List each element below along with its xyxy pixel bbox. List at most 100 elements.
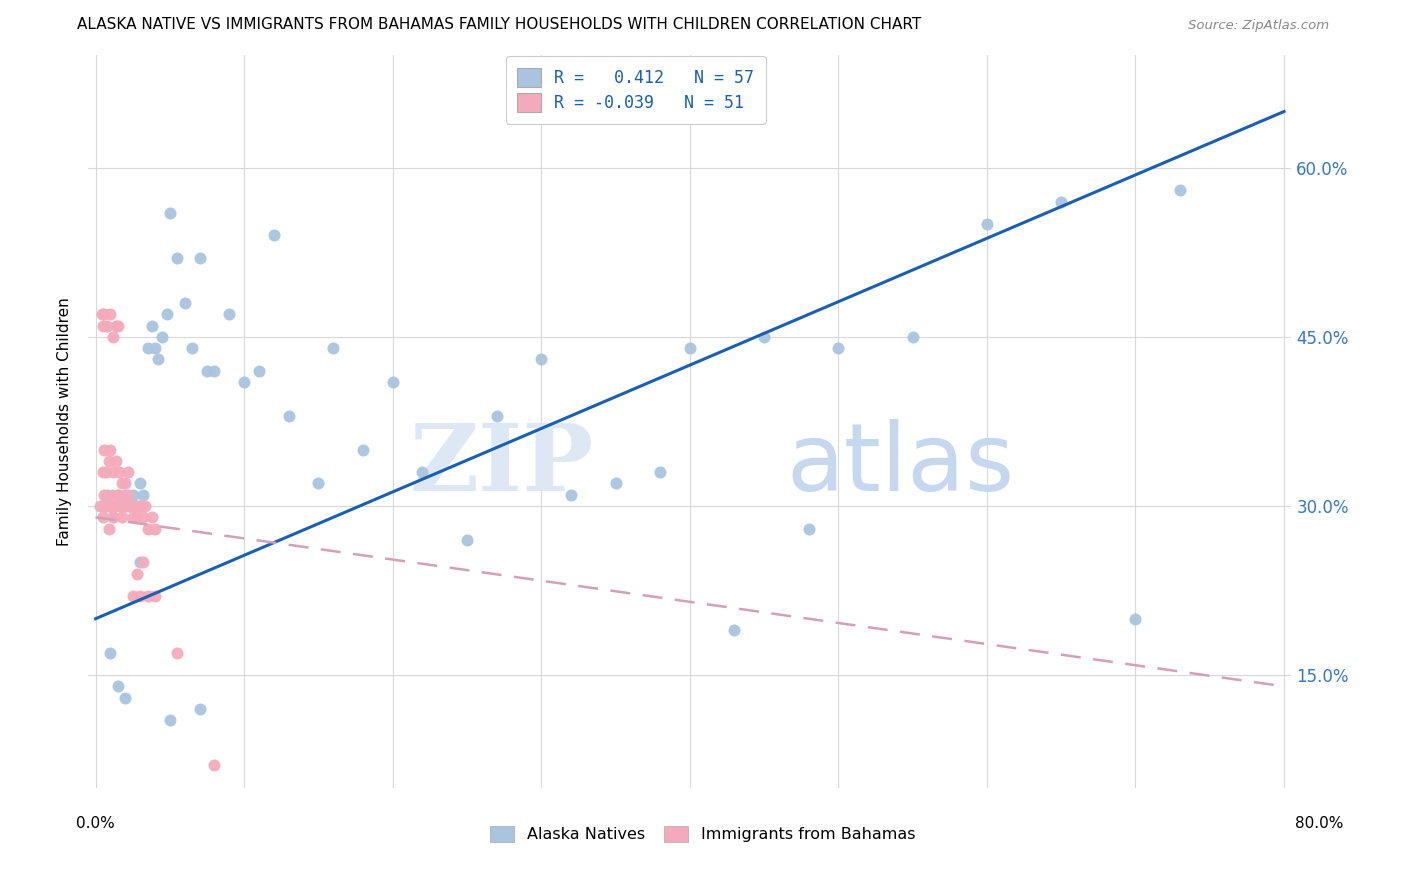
Point (100, 442, 122, 457)
Point (111, 499, 134, 513)
Point (166, 251, 188, 265)
Point (111, 476, 134, 491)
Point (827, 341, 849, 355)
Point (307, 476, 329, 491)
Point (107, 488, 129, 502)
Point (93, 307, 115, 321)
Point (121, 488, 143, 502)
Point (129, 476, 152, 491)
Point (560, 488, 582, 502)
Point (188, 251, 211, 265)
Point (143, 522, 166, 536)
Point (132, 555, 155, 569)
Point (125, 499, 148, 513)
Legend: Alaska Natives, Immigrants from Bahamas: Alaska Natives, Immigrants from Bahamas (482, 818, 924, 850)
Point (456, 533, 478, 547)
Point (141, 510, 163, 524)
Point (103, 465, 125, 479)
Point (121, 510, 143, 524)
Point (93, 488, 115, 502)
Text: ZIP: ZIP (409, 420, 593, 510)
Point (141, 318, 163, 333)
Point (1168, 183, 1191, 197)
Point (381, 375, 404, 389)
Point (132, 488, 155, 502)
Point (605, 476, 627, 491)
Point (121, 589, 143, 603)
Point (136, 589, 159, 603)
Point (752, 330, 775, 344)
Point (105, 454, 128, 468)
Text: 80.0%: 80.0% (1295, 816, 1343, 830)
Point (91, 318, 114, 333)
Point (105, 318, 128, 333)
Point (156, 307, 179, 321)
Point (108, 499, 131, 513)
Point (152, 330, 174, 344)
Point (97, 522, 120, 536)
Point (127, 499, 149, 513)
Point (103, 510, 125, 524)
Point (91, 465, 114, 479)
Point (111, 510, 134, 524)
Point (204, 758, 226, 772)
Point (94, 465, 117, 479)
Point (136, 341, 159, 355)
Point (107, 679, 129, 693)
Point (247, 364, 270, 378)
Point (101, 488, 124, 502)
Point (1050, 194, 1073, 209)
Point (114, 499, 136, 513)
Point (723, 623, 745, 637)
Point (90, 307, 112, 321)
Point (204, 364, 226, 378)
Point (89, 499, 111, 513)
Point (1125, 612, 1147, 626)
Point (136, 522, 159, 536)
Point (91, 499, 114, 513)
Point (188, 702, 211, 716)
Point (91, 510, 114, 524)
Point (485, 409, 508, 423)
Point (114, 488, 136, 502)
Point (218, 307, 240, 321)
Point (233, 375, 256, 389)
Point (134, 499, 156, 513)
Point (104, 499, 127, 513)
Point (263, 228, 285, 243)
Point (352, 442, 374, 457)
Text: ALASKA NATIVE VS IMMIGRANTS FROM BAHAMAS FAMILY HOUSEHOLDS WITH CHILDREN CORRELA: ALASKA NATIVE VS IMMIGRANTS FROM BAHAMAS… (77, 18, 921, 32)
Point (322, 341, 344, 355)
Text: Source: ZipAtlas.com: Source: ZipAtlas.com (1188, 20, 1329, 32)
Point (173, 296, 195, 310)
Point (143, 589, 166, 603)
Point (195, 364, 218, 378)
Point (129, 555, 152, 569)
Point (114, 690, 136, 705)
Point (181, 341, 204, 355)
Point (127, 566, 149, 581)
Point (107, 318, 129, 333)
Point (96, 499, 118, 513)
Point (411, 465, 433, 479)
Point (530, 352, 553, 367)
Point (132, 510, 155, 524)
Point (797, 522, 820, 536)
Point (143, 341, 166, 355)
Point (114, 476, 136, 491)
Point (108, 465, 131, 479)
Point (96, 488, 118, 502)
Point (159, 713, 181, 727)
Point (127, 510, 149, 524)
Point (118, 499, 141, 513)
Text: 0.0%: 0.0% (76, 816, 115, 830)
Point (100, 499, 122, 513)
Point (277, 409, 299, 423)
Point (129, 499, 152, 513)
Point (107, 488, 129, 502)
Text: atlas: atlas (786, 419, 1014, 511)
Point (100, 307, 122, 321)
Point (117, 488, 139, 502)
Point (100, 499, 122, 513)
Point (117, 465, 139, 479)
